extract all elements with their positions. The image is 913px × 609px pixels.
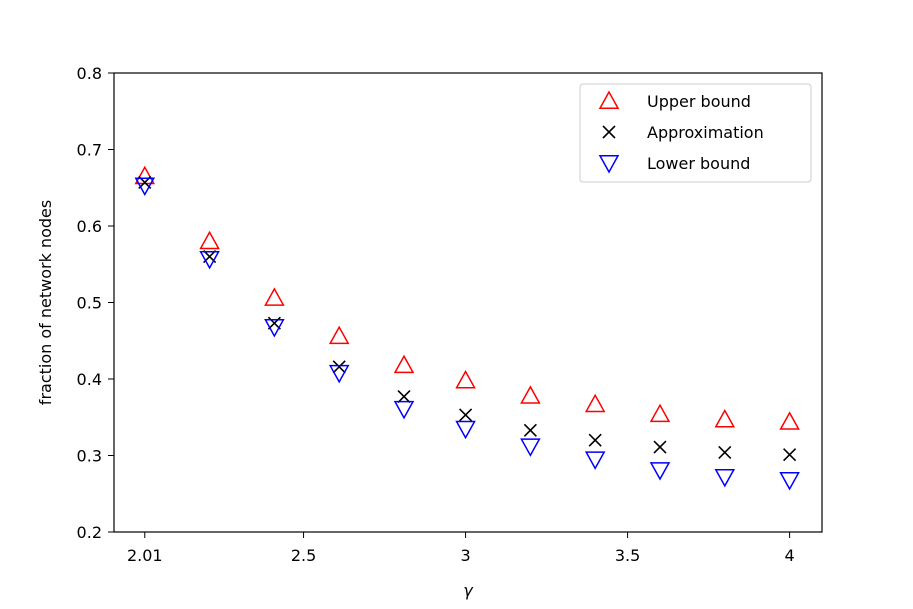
data-point bbox=[714, 409, 736, 428]
data-point bbox=[134, 177, 156, 196]
legend-label: Lower bound bbox=[647, 154, 750, 173]
data-point bbox=[588, 433, 602, 447]
series-lower-bound bbox=[134, 177, 800, 491]
x-tick-label: 3 bbox=[460, 546, 470, 565]
y-tick-label: 0.3 bbox=[77, 447, 102, 466]
x-tick-label: 2.5 bbox=[291, 546, 316, 565]
x-tick-label: 2.01 bbox=[127, 546, 163, 565]
series-upper-bound bbox=[134, 165, 800, 430]
x-tick-label: 4 bbox=[785, 546, 795, 565]
data-point bbox=[264, 319, 285, 338]
legend-label: Approximation bbox=[647, 123, 764, 142]
x-tick-label: 3.5 bbox=[615, 546, 640, 565]
data-point bbox=[523, 423, 537, 437]
axis-ticks: 2.01 2.5 3 3.5 4 0.2 0.3 0.4 0.5 0.6 0.7 0.8 bbox=[77, 64, 795, 565]
legend-marker bbox=[598, 155, 620, 174]
data-point bbox=[653, 440, 667, 454]
data-point bbox=[779, 411, 800, 430]
data-point bbox=[520, 385, 541, 404]
data-point bbox=[714, 468, 736, 488]
x-axis-label: γ bbox=[463, 581, 474, 600]
data-point bbox=[584, 393, 606, 413]
data-point bbox=[455, 420, 476, 440]
legend-marker bbox=[602, 125, 616, 139]
data-point bbox=[649, 462, 671, 481]
legend-entry: Lower bound bbox=[598, 154, 750, 174]
data-point bbox=[328, 325, 350, 345]
legend-entry: Approximation bbox=[602, 123, 764, 142]
legend-label: Upper bound bbox=[647, 92, 751, 111]
legend-marker bbox=[598, 90, 620, 109]
data-point bbox=[393, 400, 415, 420]
data-point bbox=[718, 445, 732, 460]
data-point bbox=[328, 364, 350, 384]
plot-area bbox=[134, 165, 800, 491]
legend-box bbox=[579, 83, 812, 183]
legend: Upper bound Approximation Lower bound bbox=[579, 83, 812, 183]
legend-entry: Upper bound bbox=[598, 90, 751, 111]
data-point bbox=[397, 390, 411, 404]
y-axis-label: fraction of network nodes bbox=[36, 200, 55, 405]
data-point bbox=[199, 230, 220, 250]
y-tick-label: 0.8 bbox=[77, 64, 102, 83]
series-approximation bbox=[138, 175, 797, 462]
data-point bbox=[649, 403, 671, 423]
data-point bbox=[134, 165, 156, 185]
data-point bbox=[264, 287, 285, 306]
data-point bbox=[393, 354, 415, 374]
y-tick-label: 0.7 bbox=[77, 141, 102, 160]
data-point bbox=[783, 448, 797, 462]
data-point bbox=[332, 360, 346, 374]
y-tick-label: 0.4 bbox=[77, 370, 102, 389]
data-point bbox=[520, 438, 541, 457]
data-point bbox=[459, 408, 473, 422]
data-point bbox=[584, 451, 606, 470]
data-point bbox=[779, 472, 800, 491]
y-tick-label: 0.5 bbox=[77, 294, 102, 313]
y-tick-label: 0.2 bbox=[77, 523, 102, 542]
data-point bbox=[455, 369, 476, 389]
y-tick-label: 0.6 bbox=[77, 217, 102, 236]
data-point bbox=[199, 250, 220, 270]
